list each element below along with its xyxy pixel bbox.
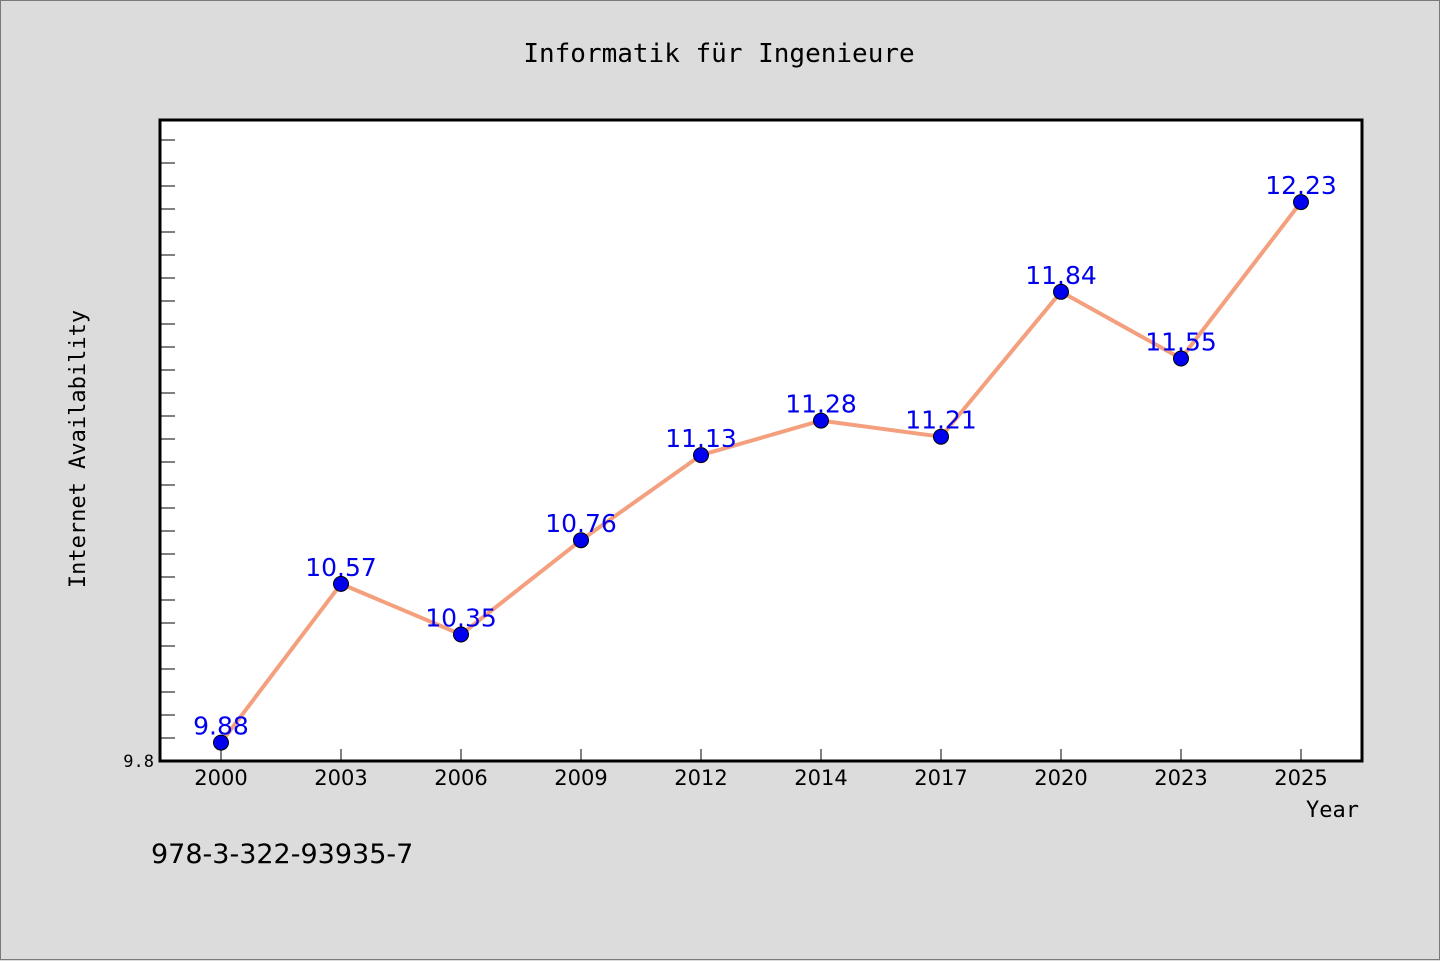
y-axis-label: Internet Availability [66, 310, 91, 588]
data-point [1293, 194, 1309, 211]
x-axis-tick-labels: 2000 2003 2006 2009 2012 2014 2017 2020 2023 2025 [194, 766, 1327, 790]
data-point [573, 532, 589, 549]
x-axis-ticks [220, 749, 1302, 761]
data-point [333, 575, 349, 592]
data-label: 12.23 [1265, 171, 1337, 200]
data-label: 10.76 [545, 509, 617, 538]
data-label: 10.35 [425, 604, 497, 633]
data-point [453, 626, 469, 643]
y-axis-tick-label: 9.8 [123, 752, 154, 772]
data-label: 11.21 [905, 406, 977, 435]
y-axis-minor-ticks [160, 139, 175, 762]
data-label: 11.84 [1025, 261, 1097, 290]
series-markers [213, 194, 1309, 751]
data-point [693, 447, 709, 464]
x-axis-tick-label: 2014 [794, 766, 847, 790]
x-axis-tick-label: 2000 [194, 766, 247, 790]
data-label: 9.88 [193, 712, 249, 741]
data-label: 11.28 [785, 390, 857, 419]
data-labels: 9.88 10.57 10.35 10.76 11.13 11.28 11.21 11.84 1… [193, 171, 1337, 741]
data-label: 11.13 [665, 424, 737, 453]
data-label: 11.55 [1145, 328, 1217, 357]
x-axis-tick-label: 2006 [434, 766, 487, 790]
x-axis-tick-label: 2017 [914, 766, 967, 790]
plot-area [158, 118, 1364, 763]
data-label: 10.57 [305, 553, 377, 582]
series-line [219, 200, 1303, 745]
x-axis-tick-label: 2025 [1274, 766, 1327, 790]
chart-title: Informatik für Ingenieure [523, 39, 914, 69]
x-axis-tick-label: 2009 [554, 766, 607, 790]
x-axis-tick-label: 2003 [314, 766, 367, 790]
data-point [213, 734, 229, 751]
x-axis-label: Year [1306, 798, 1359, 823]
x-axis-tick-label: 2020 [1034, 766, 1087, 790]
x-axis-tick-label: 2023 [1154, 766, 1207, 790]
data-point [1053, 283, 1069, 300]
data-point [933, 428, 949, 445]
x-axis-tick-label: 2012 [674, 766, 727, 790]
data-point [1173, 350, 1189, 367]
isbn-text: 978-3-322-93935-7 [151, 839, 413, 870]
data-point [813, 412, 829, 429]
